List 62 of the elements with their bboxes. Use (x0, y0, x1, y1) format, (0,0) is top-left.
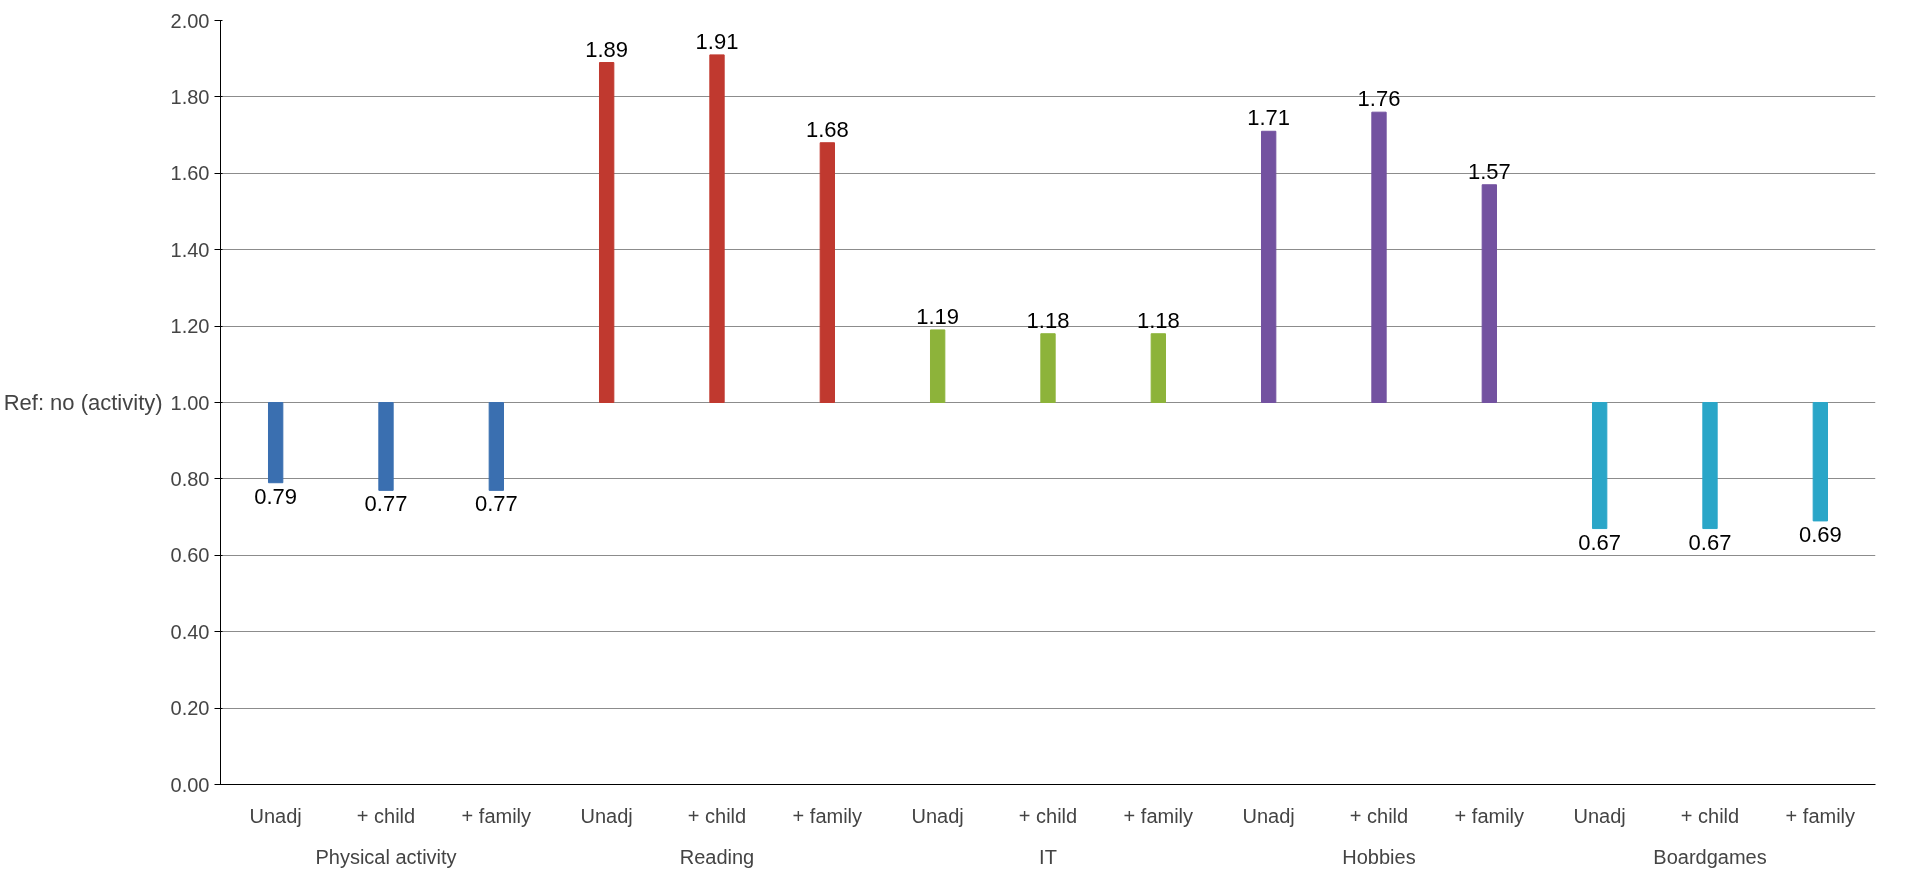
data-label: 1.71 (1247, 105, 1291, 131)
x-tick-label: + family (1123, 804, 1194, 827)
bar (598, 62, 615, 403)
bar (1260, 130, 1277, 403)
bar (709, 54, 725, 403)
y-tick-label: 0.60 (170, 544, 210, 567)
data-label: 0.77 (364, 491, 408, 517)
bar (1040, 333, 1056, 403)
data-label: 1.68 (805, 116, 849, 142)
bar (1481, 184, 1498, 403)
x-tick-label: Unadj (580, 804, 633, 827)
y-tick-label: 1.40 (170, 238, 210, 261)
bar (267, 402, 284, 484)
x-tick-label: Unadj (1573, 804, 1626, 827)
x-tick-label: + family (792, 804, 863, 827)
y-tick-label: 1.00 (170, 391, 210, 414)
x-tick-label: + family (1454, 804, 1525, 827)
text: IT (1039, 845, 1057, 868)
x-tick-label: Unadj (1242, 804, 1295, 827)
bar (819, 142, 836, 403)
y-axis-title: Ref: no (activity) (3, 390, 163, 415)
y-tick-label: 1.20 (170, 315, 210, 338)
data-label: 1.76 (1357, 86, 1401, 112)
data-label: 1.91 (695, 28, 739, 54)
bar (1591, 402, 1608, 530)
data-label: 0.79 (254, 483, 298, 509)
text: Physical activity (315, 845, 457, 868)
bar (1371, 111, 1387, 403)
x-tick-label: + child (1680, 804, 1740, 827)
y-tick-label: 2.00 (170, 9, 210, 32)
data-label: 0.67 (1688, 529, 1732, 555)
x-tick-label: + child (1018, 804, 1078, 827)
x-tick-label: + child (1349, 804, 1409, 827)
text: Hobbies (1342, 845, 1416, 868)
bar (488, 402, 505, 491)
bar (1812, 402, 1829, 522)
x-tick-label: + child (356, 804, 416, 827)
data-label: 1.57 (1467, 158, 1511, 184)
x-tick-label: + child (687, 804, 747, 827)
y-tick-label: 0.20 (170, 697, 210, 720)
y-tick-label: 0.80 (170, 467, 210, 490)
bar (378, 402, 394, 491)
data-label: 0.77 (474, 491, 518, 517)
text: Boardgames (1653, 845, 1767, 868)
x-tick-label: + family (461, 804, 532, 827)
text: Reading (679, 845, 755, 868)
data-label: 1.18 (1026, 307, 1070, 333)
y-tick-label: 0.00 (170, 773, 210, 796)
bar (929, 329, 946, 403)
x-tick-label: Unadj (911, 804, 964, 827)
bar (1150, 333, 1167, 403)
x-tick-label: + family (1785, 804, 1856, 827)
data-label: 1.89 (585, 36, 629, 62)
data-label: 0.67 (1578, 529, 1622, 555)
data-label: 1.19 (916, 303, 960, 329)
y-tick-label: 1.60 (170, 162, 210, 185)
bar (1702, 402, 1718, 530)
data-label: 1.18 (1136, 307, 1180, 333)
y-tick-label: 1.80 (170, 85, 210, 108)
y-tick-label: 0.40 (170, 620, 210, 643)
x-tick-label: Unadj (249, 804, 302, 827)
data-label: 0.69 (1798, 521, 1842, 547)
